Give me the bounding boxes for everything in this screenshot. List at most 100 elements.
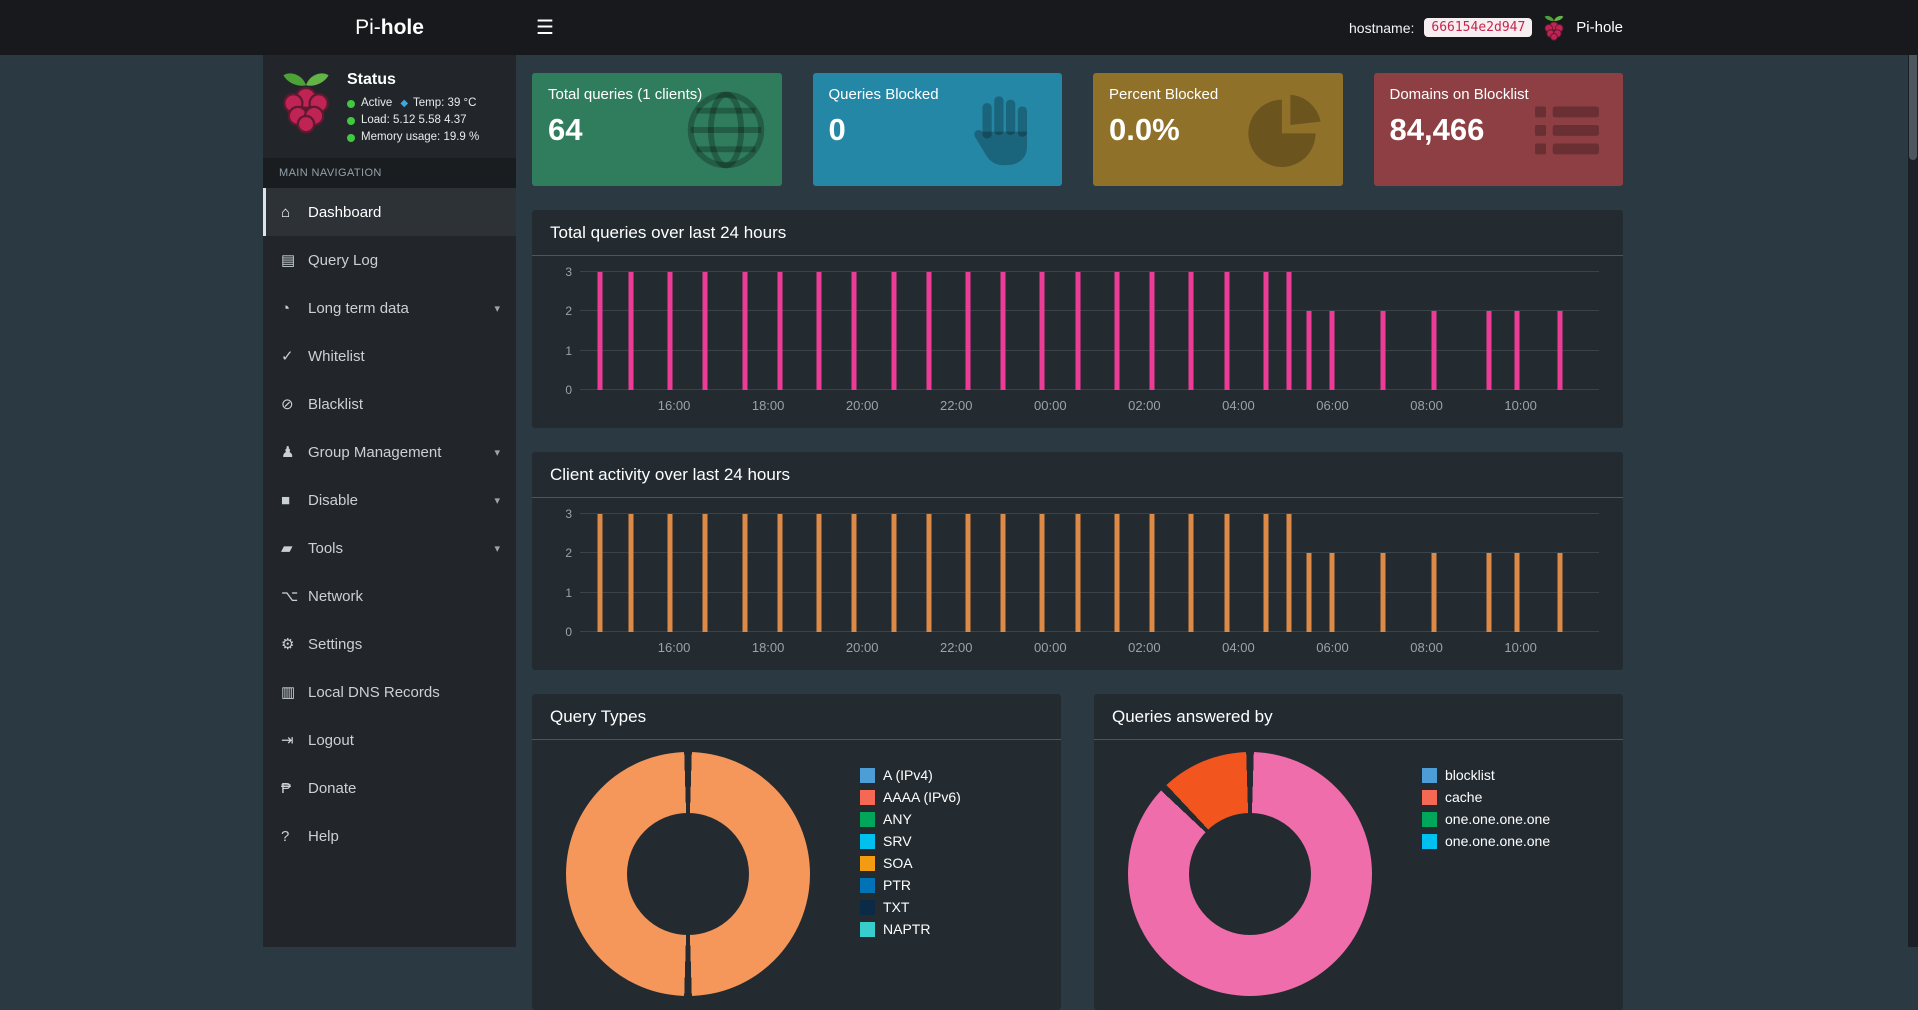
bar[interactable]: [1075, 514, 1080, 632]
legend-swatch: [860, 900, 875, 915]
bar[interactable]: [817, 272, 822, 390]
legend-item[interactable]: one.one.one.one: [1422, 830, 1550, 852]
query-types-donut[interactable]: [566, 752, 810, 996]
bar[interactable]: [1224, 514, 1229, 632]
bar[interactable]: [1330, 311, 1335, 390]
legend-item[interactable]: TXT: [860, 896, 961, 918]
bar[interactable]: [1224, 272, 1229, 390]
bar[interactable]: [1114, 272, 1119, 390]
sidebar-item-help[interactable]: ?Help: [263, 812, 516, 860]
bar[interactable]: [703, 272, 708, 390]
legend-item[interactable]: AAAA (IPv6): [860, 786, 961, 808]
raspberry-icon: [1542, 14, 1566, 41]
bar[interactable]: [1114, 514, 1119, 632]
bar[interactable]: [1381, 311, 1386, 390]
bar[interactable]: [966, 514, 971, 632]
app-logo[interactable]: Pi-hole: [263, 16, 516, 40]
bar[interactable]: [1040, 272, 1045, 390]
bar[interactable]: [891, 514, 896, 632]
sidebar-item-donate[interactable]: ₱Donate: [263, 764, 516, 812]
bar[interactable]: [1287, 272, 1292, 390]
sidebar-item-query-log[interactable]: ▤Query Log: [263, 236, 516, 284]
bar[interactable]: [597, 272, 602, 390]
bar[interactable]: [891, 272, 896, 390]
bar[interactable]: [1557, 311, 1562, 390]
sidebar-item-settings[interactable]: ⚙Settings: [263, 620, 516, 668]
bar[interactable]: [852, 272, 857, 390]
x-axis-label: 08:00: [1410, 398, 1443, 413]
scrollbar-track[interactable]: [1908, 0, 1918, 947]
bar[interactable]: [1514, 311, 1519, 390]
bar[interactable]: [926, 514, 931, 632]
legend-item[interactable]: cache: [1422, 786, 1550, 808]
bar[interactable]: [703, 514, 708, 632]
bar[interactable]: [1263, 272, 1268, 390]
sidebar-item-network[interactable]: ⌥Network: [263, 572, 516, 620]
legend-item[interactable]: SOA: [860, 852, 961, 874]
bar[interactable]: [1381, 553, 1386, 632]
bar[interactable]: [852, 514, 857, 632]
bar[interactable]: [1330, 553, 1335, 632]
sidebar-item-blacklist[interactable]: ⊘Blacklist: [263, 380, 516, 428]
legend-item[interactable]: blocklist: [1422, 764, 1550, 786]
legend-item[interactable]: ANY: [860, 808, 961, 830]
sidebar-item-local-dns-records[interactable]: ▥Local DNS Records: [263, 668, 516, 716]
sidebar-item-tools[interactable]: ▰Tools▾: [263, 524, 516, 572]
legend-item[interactable]: PTR: [860, 874, 961, 896]
bar[interactable]: [1514, 553, 1519, 632]
bar[interactable]: [1287, 514, 1292, 632]
sidebar-item-dashboard[interactable]: ⌂Dashboard: [263, 188, 516, 236]
hamburger-icon[interactable]: ☰: [536, 15, 554, 40]
bar[interactable]: [1075, 272, 1080, 390]
legend-item[interactable]: A (IPv4): [860, 764, 961, 786]
legend-item[interactable]: SRV: [860, 830, 961, 852]
users-icon: ♟: [281, 443, 308, 461]
bar[interactable]: [817, 514, 822, 632]
bar[interactable]: [742, 272, 747, 390]
bar[interactable]: [1263, 514, 1268, 632]
bar[interactable]: [777, 514, 782, 632]
bar[interactable]: [1306, 311, 1311, 390]
bar[interactable]: [1150, 272, 1155, 390]
bar[interactable]: [628, 514, 633, 632]
bar[interactable]: [1189, 272, 1194, 390]
bar[interactable]: [668, 514, 673, 632]
bar[interactable]: [1150, 514, 1155, 632]
queries-answered-by-donut[interactable]: [1128, 752, 1372, 996]
bar[interactable]: [628, 272, 633, 390]
bar[interactable]: [1001, 272, 1006, 390]
legend-item[interactable]: one.one.one.one: [1422, 808, 1550, 830]
bar[interactable]: [742, 514, 747, 632]
bar[interactable]: [1189, 514, 1194, 632]
scrollbar-thumb[interactable]: [1909, 45, 1917, 160]
card-total-queries-1-clients-[interactable]: Total queries (1 clients)64: [532, 73, 782, 186]
sidebar-item-group-management[interactable]: ♟Group Management▾: [263, 428, 516, 476]
pihole-logo: [277, 69, 335, 146]
bar[interactable]: [1001, 514, 1006, 632]
sidebar-item-logout[interactable]: ⇥Logout: [263, 716, 516, 764]
bar[interactable]: [1557, 553, 1562, 632]
legend-item[interactable]: NAPTR: [860, 918, 961, 940]
bar[interactable]: [1487, 553, 1492, 632]
bar[interactable]: [1040, 514, 1045, 632]
bar[interactable]: [1487, 311, 1492, 390]
bar[interactable]: [777, 272, 782, 390]
bar[interactable]: [926, 272, 931, 390]
sidebar-item-long-term-data[interactable]: ◔Long term data▾: [263, 284, 516, 332]
bar[interactable]: [668, 272, 673, 390]
bar[interactable]: [1432, 553, 1437, 632]
bar[interactable]: [597, 514, 602, 632]
sidebar-item-whitelist[interactable]: ✓Whitelist: [263, 332, 516, 380]
bar[interactable]: [966, 272, 971, 390]
bar[interactable]: [1306, 553, 1311, 632]
bar[interactable]: [1432, 311, 1437, 390]
sidebar-item-disable[interactable]: ■Disable▾: [263, 476, 516, 524]
